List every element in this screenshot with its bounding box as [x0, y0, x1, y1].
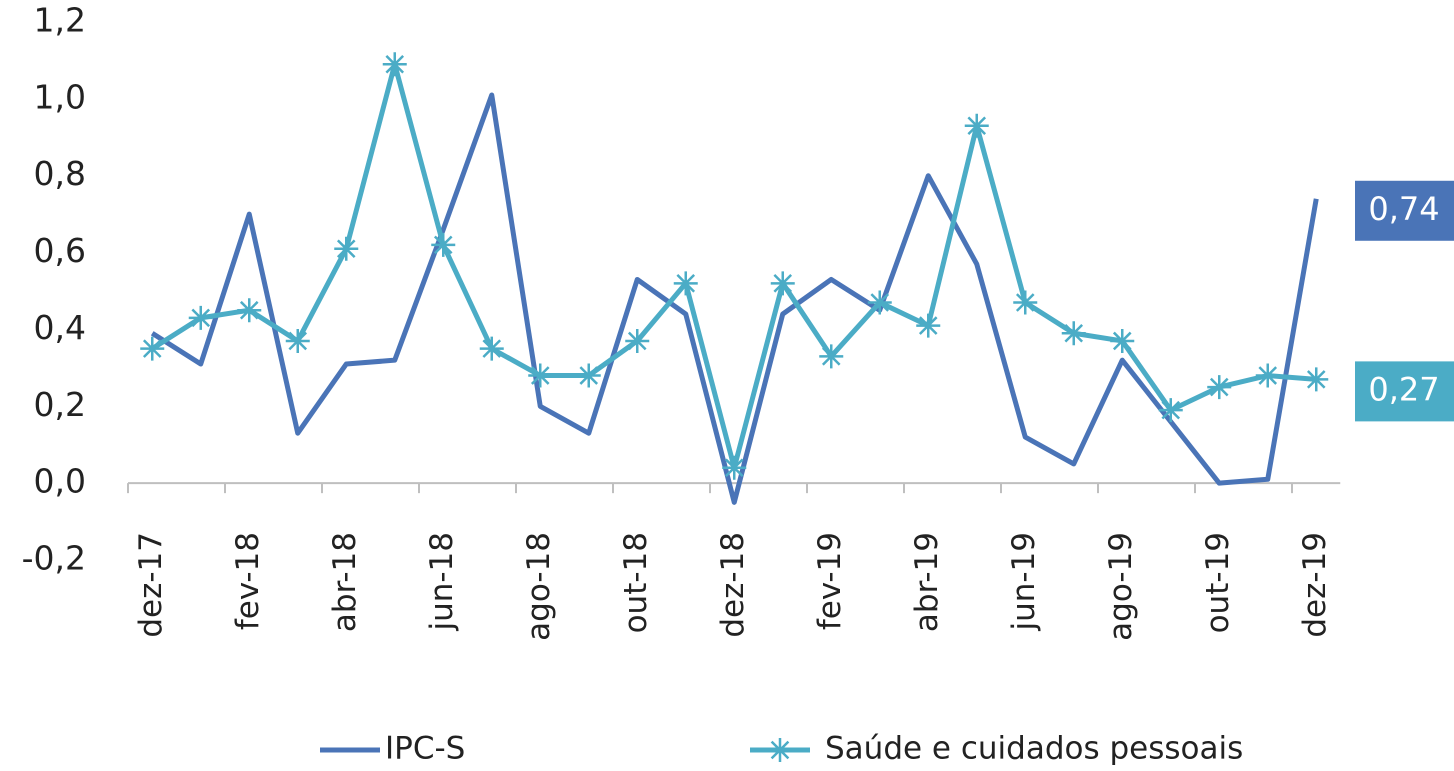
x-tick-label: jun-18: [424, 532, 460, 632]
point-marker: [673, 271, 698, 296]
x-tick-label: fev-19: [812, 532, 848, 630]
x-tick-label: out-19: [1200, 532, 1236, 633]
value-label: 0,74: [1368, 190, 1439, 228]
point-marker: [285, 328, 310, 353]
legend-label: Saúde e cuidados pessoais: [825, 731, 1243, 767]
point-marker: [964, 113, 989, 138]
point-marker: [188, 305, 213, 330]
point-marker: [576, 363, 601, 388]
value-label: 0,27: [1368, 370, 1439, 408]
legend-label: IPC-S: [385, 731, 465, 767]
value-label-box: [1355, 180, 1454, 241]
point-marker: [1061, 321, 1086, 346]
point-marker: [770, 271, 795, 296]
point-marker: [431, 232, 456, 257]
point-marker: [1013, 290, 1038, 315]
point-marker: [1110, 328, 1135, 353]
y-tick-label: 1,0: [34, 77, 86, 116]
y-tick-label: -0,2: [22, 539, 86, 578]
x-tick-label: abr-19: [909, 532, 945, 632]
y-tick-label: 0,4: [34, 308, 86, 347]
series-line: [150, 92, 1319, 505]
point-marker: [237, 298, 262, 323]
point-marker: [722, 455, 747, 480]
value-label-box: [1355, 361, 1454, 422]
point-marker: [528, 363, 553, 388]
point-marker: [819, 344, 844, 369]
y-tick-label: 1,2: [34, 1, 86, 40]
point-marker: [334, 236, 359, 261]
x-tick-label: ago-18: [521, 532, 557, 641]
series-line: [150, 61, 1317, 471]
x-tick-label: dez-18: [715, 532, 751, 638]
y-tick-label: 0,6: [34, 231, 86, 270]
legend-marker: [768, 738, 792, 762]
x-tick-label: out-18: [618, 532, 654, 633]
point-marker: [1207, 375, 1232, 400]
x-tick-label: fev-18: [230, 532, 266, 630]
y-tick-label: 0,8: [34, 154, 86, 193]
x-tick-label: jun-19: [1006, 532, 1042, 632]
y-tick-label: 0,2: [34, 385, 86, 424]
x-tick-label: abr-18: [327, 532, 363, 632]
point-marker: [1304, 367, 1329, 392]
x-tick-label: dez-17: [133, 532, 169, 638]
point-marker: [1255, 363, 1280, 388]
x-tick-label: dez-19: [1297, 532, 1333, 638]
point-marker: [140, 336, 165, 361]
point-marker: [1158, 398, 1183, 423]
point-marker: [479, 336, 504, 361]
point-marker: [625, 328, 650, 353]
x-tick-label: ago-19: [1103, 532, 1139, 641]
point-marker: [916, 313, 941, 338]
point-marker: [867, 290, 892, 315]
y-tick-label: 0,0: [34, 462, 86, 501]
point-marker: [382, 52, 407, 77]
